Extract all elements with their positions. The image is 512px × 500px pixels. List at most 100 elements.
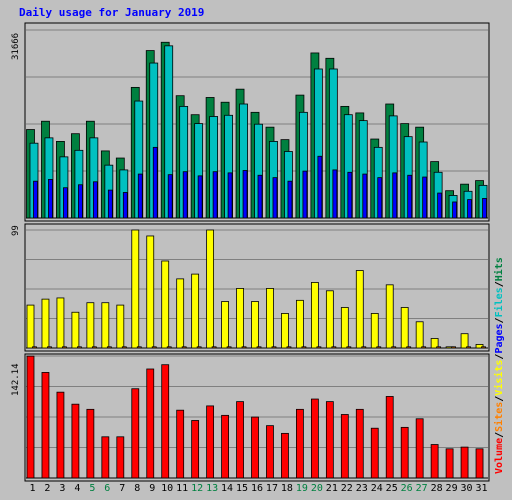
sites-bar: [196, 346, 202, 349]
pages-bar: [392, 172, 398, 219]
volume-bar: [310, 398, 319, 479]
pages-bar: [422, 176, 428, 219]
sites-bar: [256, 346, 262, 349]
pages-bar: [377, 177, 383, 219]
sites-bar: [376, 346, 382, 349]
x-tick-label: 25: [385, 483, 398, 494]
visits-bar: [26, 304, 35, 349]
sites-bar: [436, 346, 442, 349]
x-tick-label: 11: [176, 483, 189, 494]
x-tick-label: 23: [355, 483, 368, 494]
sites-bar: [451, 346, 456, 349]
visits-bar: [71, 311, 80, 349]
pages-bar: [287, 180, 293, 219]
x-tick-label: 4: [74, 483, 81, 494]
x-tick-label: 14: [221, 483, 234, 494]
pages-bar: [362, 173, 368, 219]
volume-bar: [221, 414, 229, 479]
sites-bar: [421, 346, 427, 349]
x-tick-label: 20: [310, 483, 323, 494]
volume-bar: [101, 436, 110, 479]
pages-bar: [48, 179, 53, 219]
volume-bar: [445, 448, 454, 479]
visits-bar: [430, 338, 439, 349]
sites-bar: [32, 346, 37, 349]
visits-bar: [146, 235, 155, 349]
pages-bar: [212, 171, 218, 219]
volume-bar: [400, 426, 409, 479]
x-tick-label: 27: [415, 483, 428, 494]
visits-bar: [340, 307, 349, 349]
sites-bar: [391, 346, 397, 349]
pages-bar: [107, 189, 113, 219]
volume-bar: [191, 420, 200, 479]
x-tick-label: 22: [340, 483, 353, 494]
sites-bar: [271, 346, 277, 349]
pages-bar: [257, 174, 263, 219]
volume-bar: [71, 403, 80, 479]
sites-bar: [226, 346, 232, 349]
x-tick-label: 26: [400, 483, 413, 494]
volume-bar: [131, 388, 140, 479]
volume-bar: [325, 401, 334, 479]
visits-bar: [56, 297, 65, 349]
sites-bar: [466, 346, 471, 349]
x-tick-label: 24: [370, 483, 383, 494]
x-tick-label: 8: [134, 483, 141, 494]
pages-bar: [137, 173, 143, 219]
x-tick-label: 30: [460, 483, 473, 494]
volume-bar: [56, 391, 65, 479]
visits-bar: [41, 298, 50, 349]
pages-bar: [272, 177, 278, 219]
visits-bar: [236, 288, 244, 349]
visits-bar: [266, 288, 274, 349]
x-tick-label: 19: [295, 483, 308, 494]
volume-bar: [415, 418, 424, 479]
x-tick-label: 16: [250, 483, 264, 494]
pages-bar: [332, 169, 338, 219]
volume-bar: [281, 432, 289, 479]
pages-bar: [407, 174, 413, 219]
sites-bar: [151, 346, 157, 349]
pages-bar: [302, 170, 308, 219]
sites-bar: [136, 346, 142, 349]
volume-bar: [385, 396, 394, 479]
visits-bar: [325, 290, 334, 349]
volume-bar: [236, 401, 244, 479]
volume-bar: [355, 408, 364, 479]
pages-bar: [482, 198, 487, 219]
sites-bar: [77, 346, 82, 349]
visits-bar: [296, 299, 304, 349]
pages-bar: [182, 171, 188, 219]
pages-bar: [467, 199, 472, 219]
volume-bar: [370, 427, 379, 479]
chart-title: Daily usage for January 2019: [19, 6, 205, 19]
x-tick-label: 1: [29, 483, 36, 494]
pages-bar: [452, 201, 457, 219]
visits-bar: [385, 284, 394, 349]
visits-bar: [161, 260, 170, 349]
sites-bar: [166, 346, 172, 349]
visits-bar: [251, 301, 259, 349]
sites-bar: [181, 346, 187, 349]
x-tick-label: 31: [475, 483, 488, 494]
pages-bar: [122, 192, 128, 219]
volume-bar: [296, 408, 304, 479]
sites-bar: [361, 346, 367, 349]
x-tick-label: 28: [430, 483, 443, 494]
volume-bar: [266, 425, 274, 479]
sites-bar: [91, 346, 97, 349]
pages-bar: [437, 192, 443, 219]
x-tick-label: 7: [119, 483, 126, 494]
x-tick-label: 29: [445, 483, 458, 494]
visits-bar: [191, 273, 200, 349]
sites-bar: [301, 346, 307, 349]
sites-bar: [316, 346, 322, 349]
volume-bar: [161, 364, 170, 479]
visits-bar: [86, 302, 95, 349]
volume-bar: [41, 372, 50, 479]
sites-bar: [211, 346, 217, 349]
x-tick-label: 12: [191, 483, 204, 494]
pages-bar: [227, 172, 233, 219]
